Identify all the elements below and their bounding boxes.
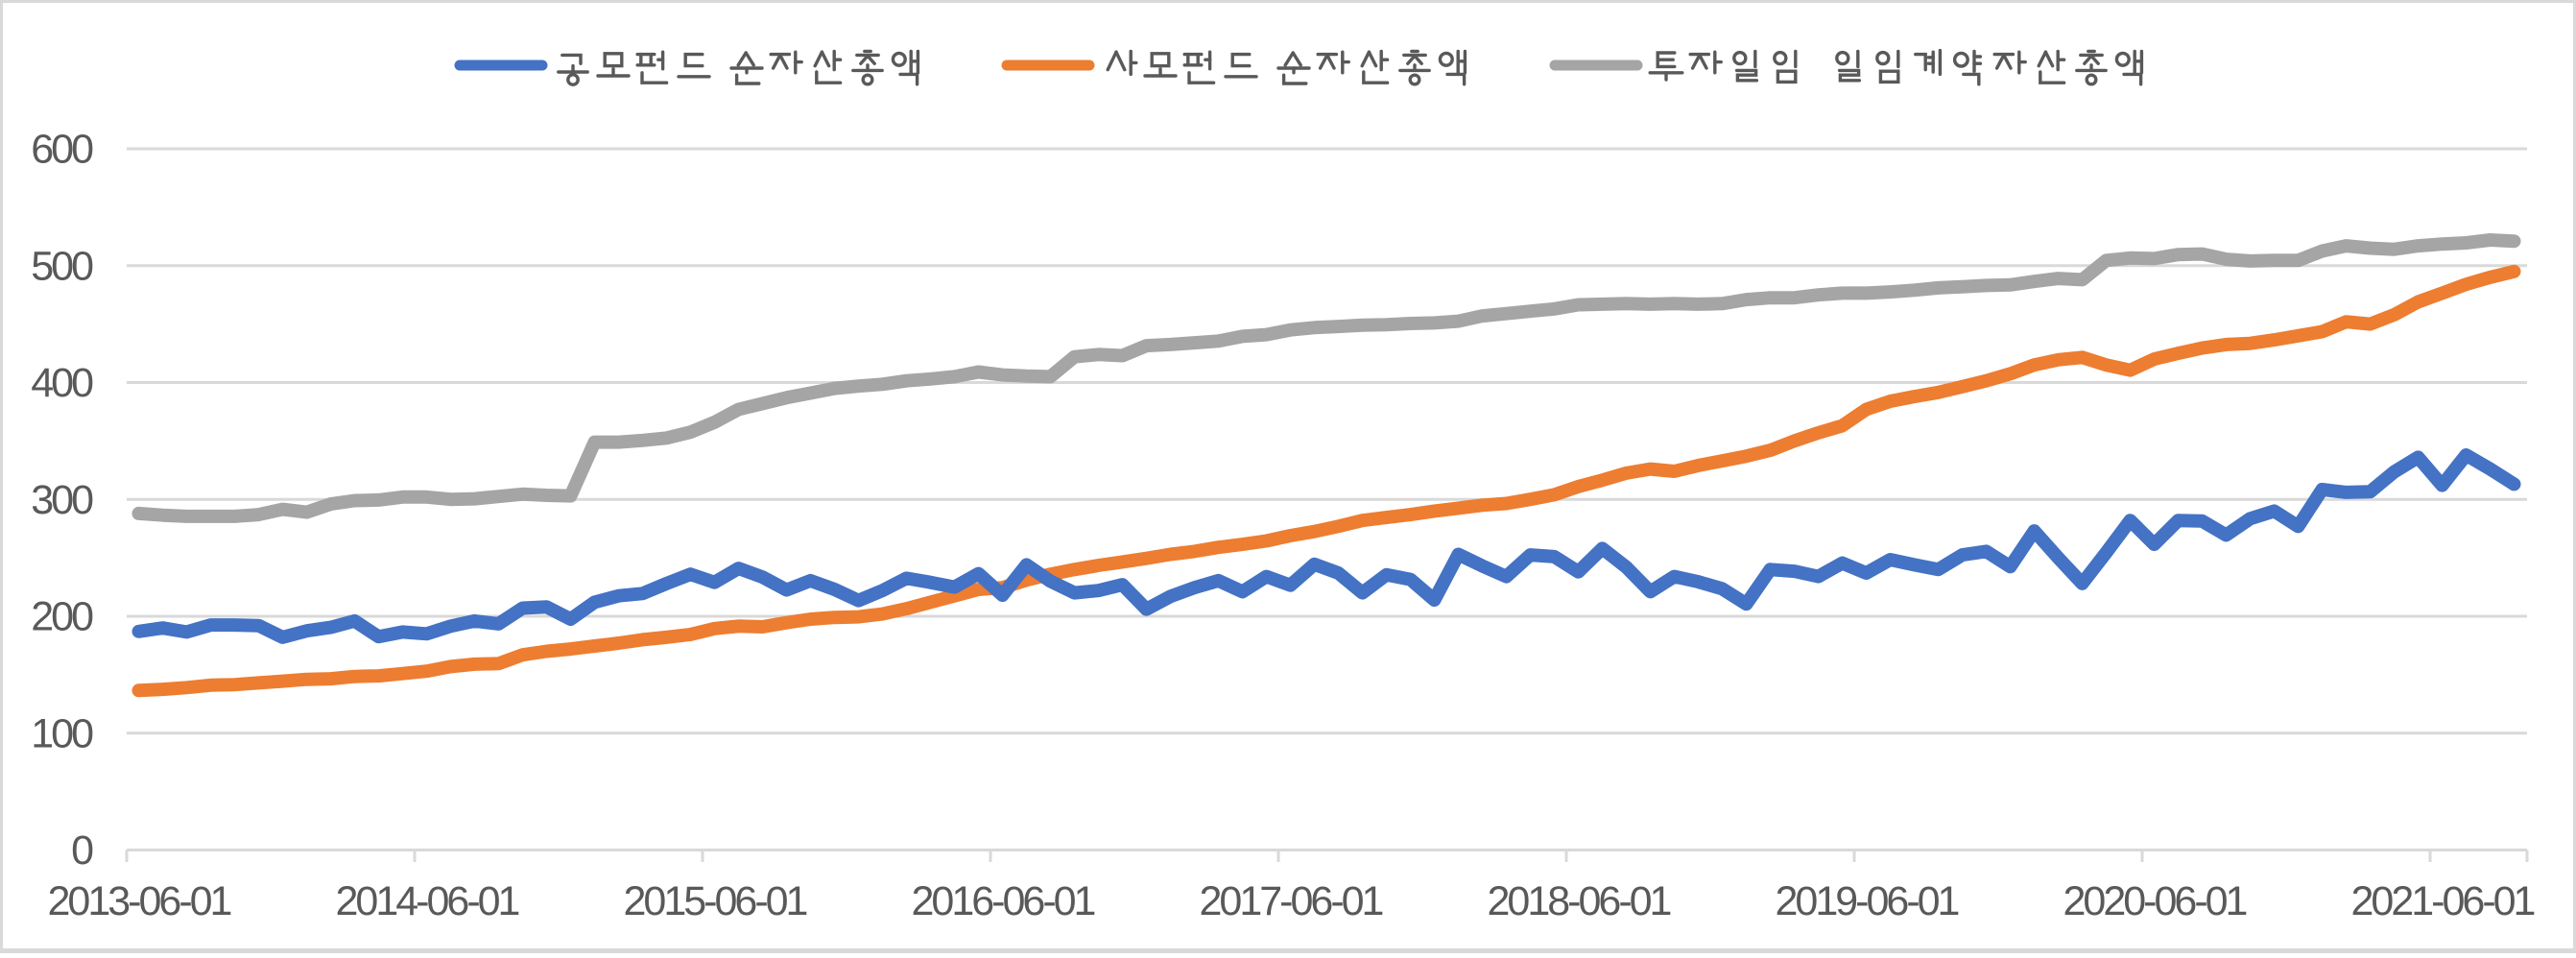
svg-text:300: 300 [31, 477, 93, 523]
svg-text:2017-06-01: 2017-06-01 [1200, 878, 1383, 924]
svg-text:200: 200 [31, 594, 93, 640]
svg-text:2019-06-01: 2019-06-01 [1776, 878, 1959, 924]
svg-text:500: 500 [31, 243, 93, 289]
svg-text:100: 100 [31, 710, 93, 756]
svg-text:2018-06-01: 2018-06-01 [1488, 878, 1671, 924]
svg-text:2015-06-01: 2015-06-01 [624, 878, 807, 924]
svg-text:2020-06-01: 2020-06-01 [2063, 878, 2247, 924]
svg-text:2016-06-01: 2016-06-01 [912, 878, 1095, 924]
svg-text:2014-06-01: 2014-06-01 [336, 878, 519, 924]
svg-text:600: 600 [31, 127, 93, 173]
svg-text:0: 0 [71, 827, 93, 874]
svg-text:400: 400 [31, 360, 93, 406]
svg-text:2021-06-01: 2021-06-01 [2351, 878, 2535, 924]
svg-text:2013-06-01: 2013-06-01 [48, 878, 231, 924]
